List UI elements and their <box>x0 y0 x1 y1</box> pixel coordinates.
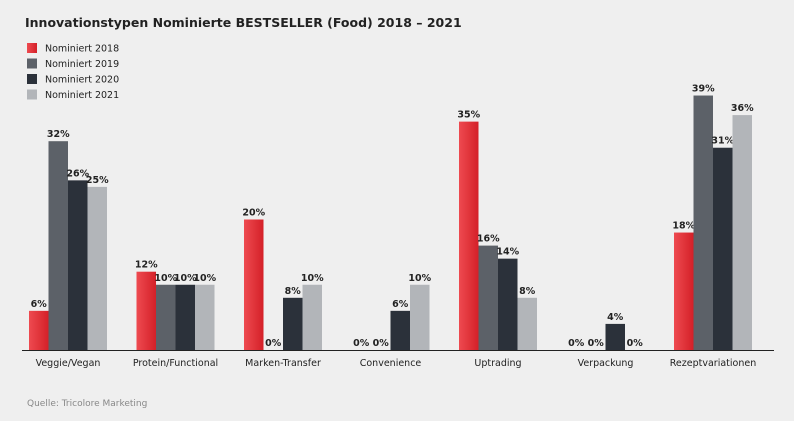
value-label-2018-5: 0% <box>568 338 585 349</box>
value-label-2020-1: 10% <box>174 273 197 284</box>
bar-2018-4 <box>459 121 479 350</box>
value-label-2020-6: 31% <box>711 136 734 147</box>
value-label-2020-0: 26% <box>66 168 89 179</box>
category-label-6: Rezeptvariationen <box>670 358 756 369</box>
value-label-2019-2: 0% <box>265 338 282 349</box>
value-label-2018-4: 35% <box>457 110 480 121</box>
value-label-2020-4: 14% <box>496 247 519 258</box>
value-label-2019-1: 10% <box>154 273 177 284</box>
value-label-2020-3: 6% <box>392 299 409 310</box>
category-label-1: Protein/Functional <box>133 358 218 369</box>
bar-2019-4 <box>478 245 498 350</box>
bar-2020-2 <box>283 297 303 350</box>
value-label-2019-5: 0% <box>588 338 605 349</box>
bar-2020-0 <box>68 180 88 350</box>
legend-swatch-2020 <box>27 74 37 84</box>
bar-2020-5 <box>605 323 625 350</box>
bar-2019-0 <box>48 141 68 350</box>
bar-2020-6 <box>713 147 733 350</box>
value-label-2018-1: 12% <box>135 260 158 271</box>
value-label-2019-0: 32% <box>47 129 70 140</box>
legend-swatch-2019 <box>27 58 37 69</box>
value-label-2021-4: 8% <box>519 286 536 297</box>
category-label-3: Convenience <box>360 358 422 369</box>
category-label-2: Marken-Transfer <box>245 358 321 369</box>
value-label-2018-2: 20% <box>242 208 265 219</box>
category-label-5: Verpackung <box>578 358 634 369</box>
legend-swatch-2021 <box>27 89 37 100</box>
bar-2020-4 <box>498 258 518 350</box>
value-label-2021-0: 25% <box>86 175 109 186</box>
value-label-2020-2: 8% <box>285 286 302 297</box>
value-label-2019-4: 16% <box>477 234 500 245</box>
value-label-2018-3: 0% <box>353 338 370 349</box>
legend-label-2018: Nominiert 2018 <box>45 44 119 55</box>
bar-2018-0 <box>29 310 49 350</box>
legend-label-2020: Nominiert 2020 <box>45 75 119 86</box>
bar-2021-0 <box>87 186 107 350</box>
category-label-4: Uptrading <box>474 358 521 369</box>
bar-2021-2 <box>302 284 322 350</box>
bar-2019-1 <box>156 284 176 350</box>
category-label-0: Veggie/Vegan <box>36 358 101 369</box>
value-label-2019-6: 39% <box>692 84 715 95</box>
value-label-2021-6: 36% <box>731 103 754 114</box>
bar-2021-4 <box>517 297 537 350</box>
bar-2020-1 <box>175 284 195 350</box>
value-label-2020-5: 4% <box>607 312 624 323</box>
value-label-2021-1: 10% <box>193 273 216 284</box>
value-label-2021-3: 10% <box>408 273 431 284</box>
bar-2021-3 <box>410 284 430 350</box>
bar-2021-6 <box>732 115 752 350</box>
legend-swatch-2018 <box>27 43 37 53</box>
value-label-2018-0: 6% <box>31 299 48 310</box>
chart-title: Innovationstypen Nominierte BESTSELLER (… <box>25 15 462 30</box>
legend-label-2019: Nominiert 2019 <box>45 59 119 70</box>
bar-2018-1 <box>136 271 156 350</box>
bar-2021-1 <box>195 284 215 350</box>
value-label-2019-3: 0% <box>373 338 390 349</box>
legend-label-2021: Nominiert 2021 <box>45 90 119 101</box>
bar-2018-2 <box>244 219 264 350</box>
value-label-2021-2: 10% <box>301 273 324 284</box>
value-label-2018-6: 18% <box>672 221 695 232</box>
source-note: Quelle: Tricolore Marketing <box>27 399 147 409</box>
bar-2018-6 <box>674 232 694 350</box>
bar-2020-3 <box>390 310 410 350</box>
bar-2019-6 <box>693 95 713 351</box>
value-label-2021-5: 0% <box>627 338 644 349</box>
